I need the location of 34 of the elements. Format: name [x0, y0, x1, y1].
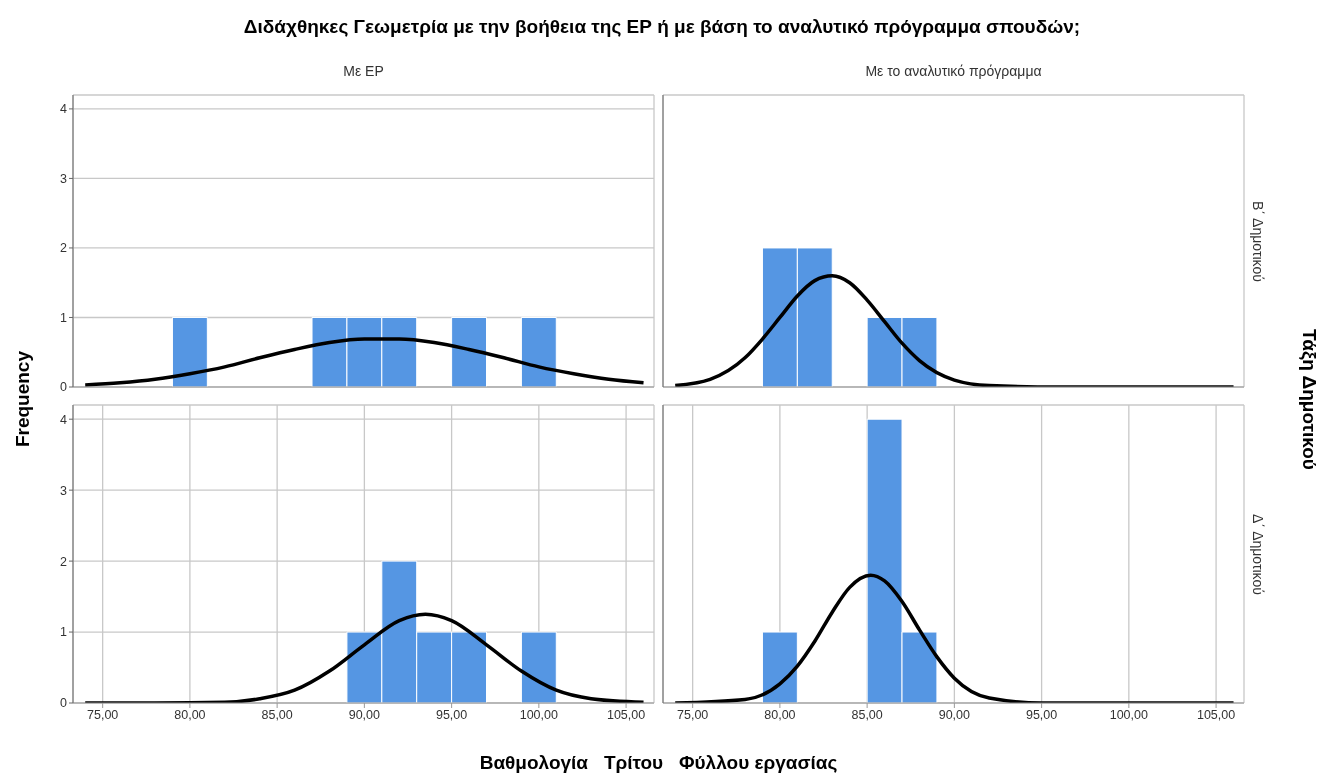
y-tick-label: 3: [60, 483, 68, 498]
x-tick-label: 100,00: [1109, 707, 1149, 722]
x-tick-label: 95,00: [1025, 707, 1058, 722]
x-axis-title: Βαθμολογία Τρίτου Φύλλου εργασίας: [478, 752, 839, 774]
x-tick-label: 100,00: [519, 707, 559, 722]
x-tick-label: 75,00: [87, 707, 119, 722]
x-tick-label: 80,00: [764, 707, 796, 722]
chart-subtitle: Με ΕΡ: [342, 63, 385, 79]
chart-title: Διδάχθηκες Γεωμετρία με την βοήθεια της ΕΡ ή με βάση το αναλυτικό πρόγραμμα σπουδών;: [242, 16, 1082, 38]
x-tick-label: 95,00: [435, 707, 468, 722]
x-tick-label: 90,00: [938, 707, 971, 722]
x-tick-label: 85,00: [851, 707, 883, 722]
y-tick-label: 4: [60, 102, 68, 117]
y-tick-label: 3: [60, 171, 68, 186]
x-tick-label: 80,00: [174, 707, 206, 722]
y-tick-label: 2: [60, 241, 68, 256]
line-series: [83, 337, 646, 387]
y2-axis-title: Β΄ Δημοτικού: [1250, 200, 1266, 282]
y-tick-label: 4: [60, 412, 68, 427]
x-tick-label: 75,00: [677, 707, 709, 722]
y-tick-label: 0: [60, 696, 68, 711]
y-tick-label: 0: [60, 380, 68, 395]
x-tick-label: 85,00: [261, 707, 293, 722]
x-tick-label: 90,00: [348, 707, 381, 722]
text: Τάξη Δημοτικού: [1298, 328, 1320, 470]
chart-subtitle: Με το αναλυτικό πρόγραμμα: [864, 63, 1043, 79]
y2-axis-title: Δ΄ Δημοτικού: [1250, 513, 1266, 595]
y-axis-title: Frequency: [12, 350, 34, 448]
x-tick-label: 105,00: [606, 707, 646, 722]
y-tick-label: 1: [60, 625, 68, 640]
line-series: [83, 612, 646, 703]
y-tick-label: 1: [60, 310, 68, 325]
x-tick-label: 105,00: [1196, 707, 1236, 722]
y-tick-label: 2: [60, 554, 68, 569]
